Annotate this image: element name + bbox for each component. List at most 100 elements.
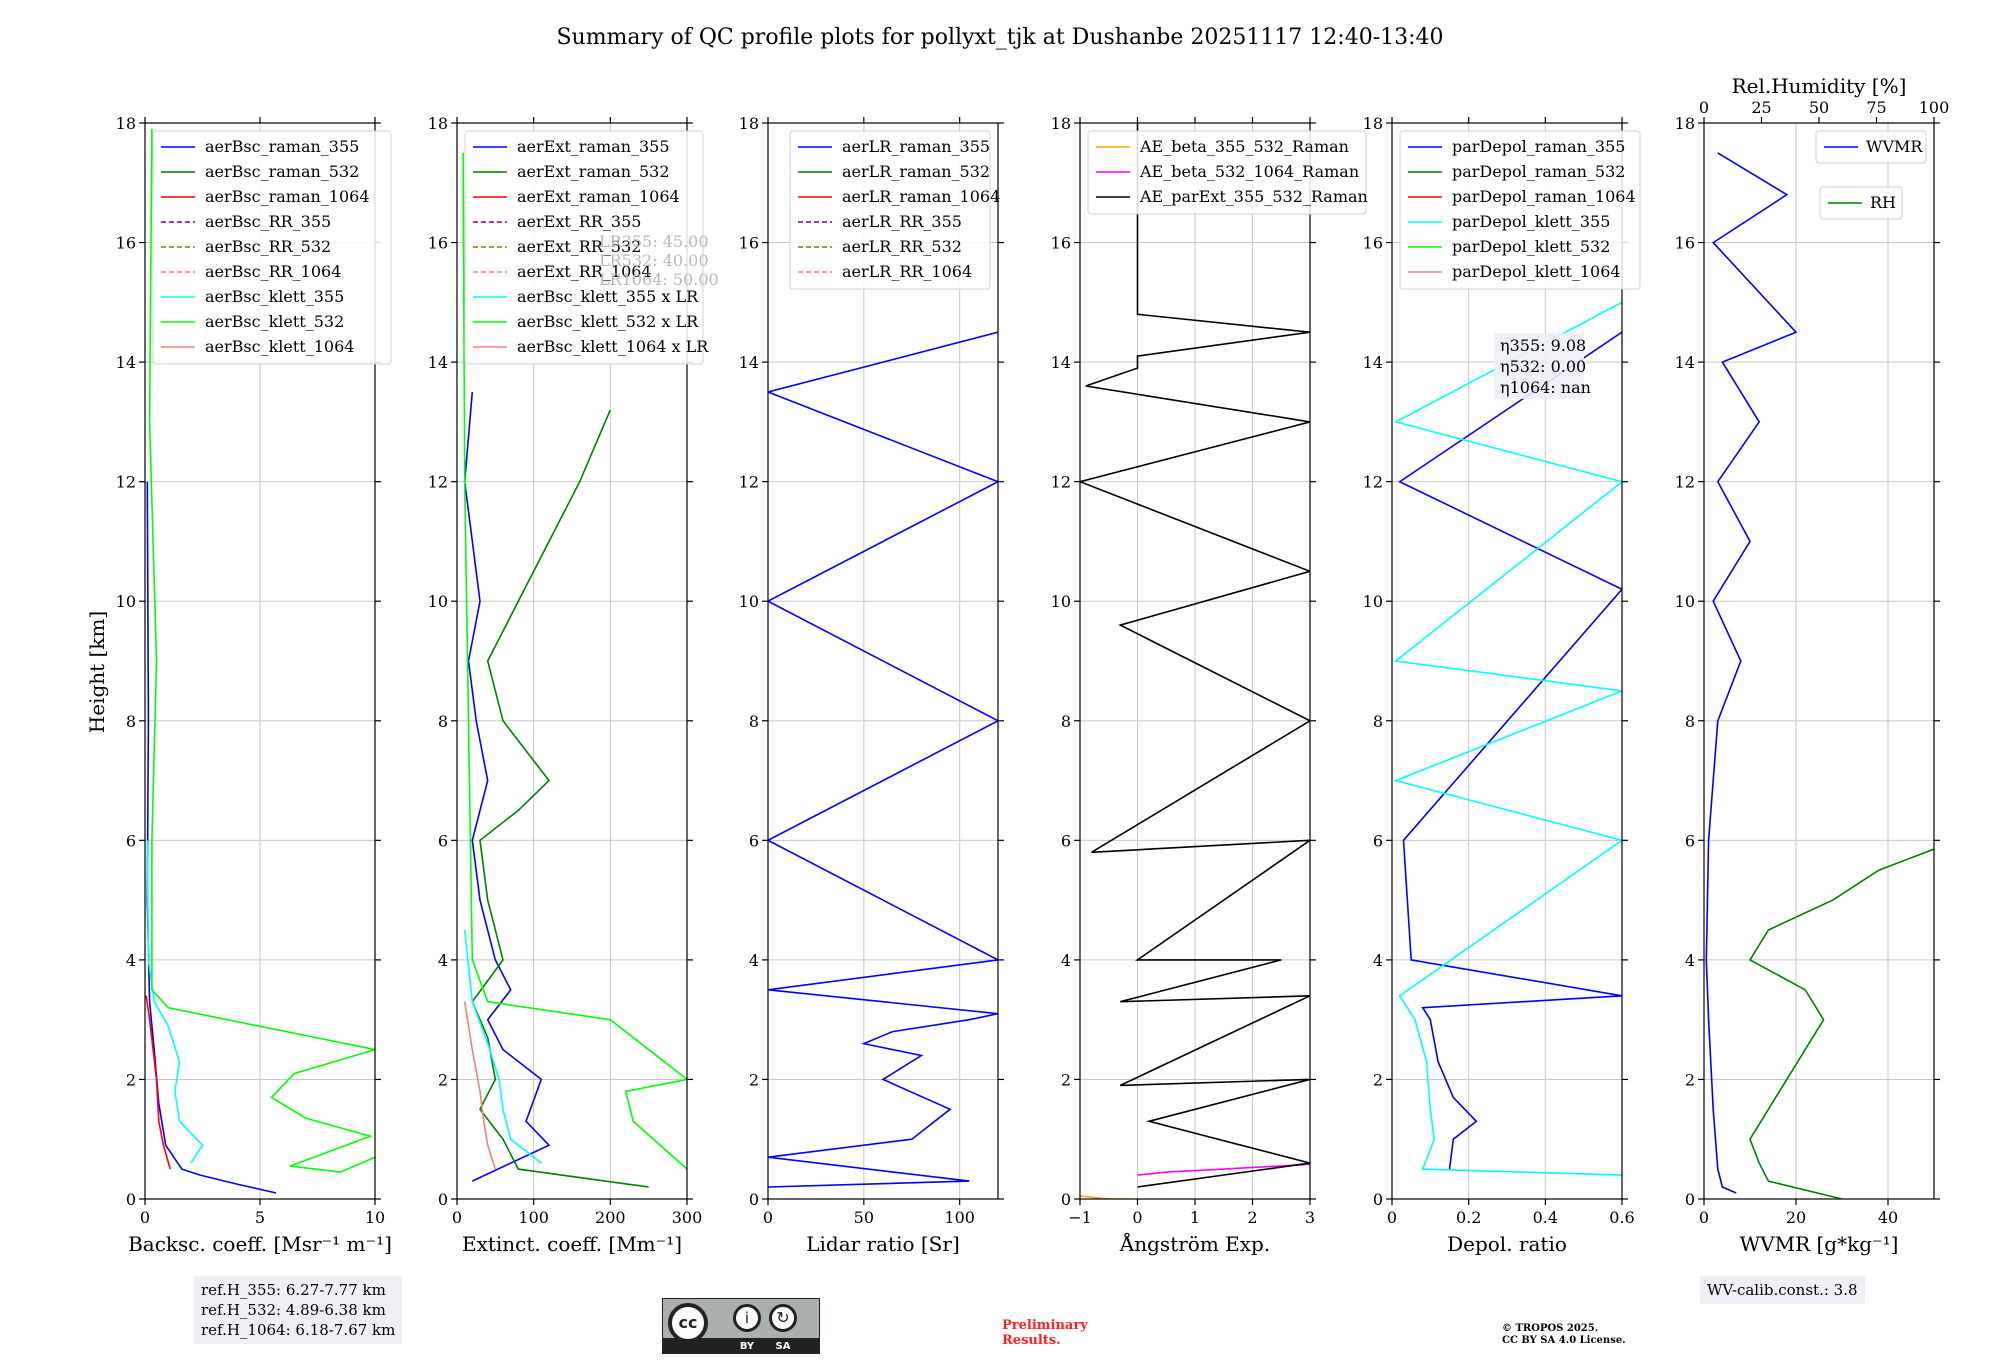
y-tick-label: 8 [126,712,136,731]
y-tick-label: 12 [1363,473,1383,492]
y-tick-label: 14 [116,353,136,372]
y-tick-label: 4 [1373,951,1383,970]
legend-label: aerExt_raman_355 [517,137,670,156]
x-tick-label: 0.6 [1609,1208,1634,1227]
y-tick-label: 2 [126,1070,136,1089]
x-tick-label: 3 [1305,1208,1315,1227]
series-line-AE_beta_532_1064_Raman [1137,1163,1310,1176]
series-line-WVMR [1705,152,1798,1194]
y-tick-label: 2 [438,1070,448,1089]
y-tick-label: 16 [1051,234,1071,253]
y-tick-label: 0 [1373,1190,1383,1209]
y-tick-label: 6 [749,831,759,850]
y-tick-label: 4 [749,951,759,970]
series-line-aerExt_raman_532 [471,409,649,1188]
legend-label: aerBsc_klett_355 [205,287,344,306]
legend-label: aerLR_RR_532 [842,237,962,256]
by-person-icon: i [733,1304,761,1332]
legend-box [1087,130,1367,215]
y-tick-label: 2 [1061,1070,1071,1089]
y-tick-label: 8 [749,712,759,731]
y-tick-label: 14 [739,353,759,372]
legend-label: aerExt_RR_355 [517,212,641,231]
legend-box [152,130,392,365]
series-group [145,128,375,1194]
y-tick-label: 8 [1061,712,1071,731]
preliminary-line-1: Preliminary [1002,1318,1088,1333]
y-tick-label: 0 [749,1190,759,1209]
x-tick-label: 0 [1699,1208,1709,1227]
legend-label: aerBsc_klett_1064 [205,337,354,356]
y-tick-label: 6 [1061,831,1071,850]
series-line-aerBsc_klett_1064 x LR [463,1001,497,1170]
series-line-aerBsc_klett_532 [148,128,375,1173]
plot-frame [1703,122,1935,1200]
lidar-ratio-hint: LR532: 40.00 [599,251,709,270]
x-tick-label: 300 [672,1208,703,1227]
x-tick-label: 100 [518,1208,549,1227]
plot-frame [1391,122,1623,1200]
x-tick-label: 0 [763,1208,773,1227]
series-group [1080,123,1310,1199]
figure-title: Summary of QC profile plots for pollyxt_… [556,25,1443,50]
legend-label: aerBsc_raman_355 [205,137,359,156]
preliminary-note: Preliminary Results. [1002,1318,1088,1348]
legend-label: RH [1870,193,1896,212]
share-alike-icon: ↻ [769,1304,797,1332]
y-tick-label: 14 [1675,353,1695,372]
x-axis-label: Lidar ratio [Sr] [806,1232,960,1256]
eta-annotation-line: η355: 9.08 [1500,336,1586,355]
y-tick-label: 2 [1685,1070,1695,1089]
y-tick-label: 16 [1675,234,1695,253]
x-tick-label: 20 [1786,1208,1806,1227]
sa-label: SA [775,1341,791,1352]
x-tick-label: 0 [452,1208,462,1227]
y-tick-label: 0 [126,1190,136,1209]
y-tick-label: 12 [1051,473,1071,492]
x-axis-label: WVMR [g*kg⁻¹] [1740,1232,1899,1256]
y-tick-label: 2 [749,1070,759,1089]
cc-license-badge: cc i ↻ BY SA [662,1298,820,1354]
series-line-RH [1748,848,1934,1199]
legend-label: aerLR_raman_532 [842,162,990,181]
y-tick-label: 16 [428,234,448,253]
y-tick-label: 4 [438,951,448,970]
plot-frame [456,122,688,1200]
top-axis-label: Rel.Humidity [%] [1732,74,1907,98]
legend-label: aerExt_RR_1064 [517,262,652,281]
y-tick-label: 12 [428,473,448,492]
x-axis-label: Ångström Exp. [1119,1231,1270,1256]
series-line-aerBsc_klett_532 x LR [462,152,687,1170]
top-tick-label: 50 [1809,98,1829,117]
x-tick-label: −1 [1068,1208,1092,1227]
y-tick-label: 10 [428,592,448,611]
y-tick-label: 0 [1061,1190,1071,1209]
x-tick-label: 1 [1190,1208,1200,1227]
y-tick-label: 6 [438,831,448,850]
series-line-parDepol_raman_355 [1398,331,1622,1170]
y-tick-label: 16 [116,234,136,253]
y-tick-label: 0 [1685,1190,1695,1209]
legend-box [464,130,704,365]
series-group [768,331,998,1188]
x-tick-label: 40 [1878,1208,1898,1227]
y-tick-label: 0 [438,1190,448,1209]
y-tick-label: 6 [126,831,136,850]
legend-label: aerBsc_RR_355 [205,212,331,231]
x-tick-label: 5 [255,1208,265,1227]
top-tick-label: 100 [1919,98,1950,117]
legend-label: aerBsc_klett_532 x LR [517,312,699,331]
series-line-aerBsc_raman_1064 [145,995,172,1170]
y-tick-label: 18 [1051,114,1071,133]
series-group [1393,301,1622,1176]
legend-box [789,130,991,290]
x-tick-label: 0 [1132,1208,1142,1227]
y-tick-label: 14 [1051,353,1071,372]
legend-label: parDepol_raman_1064 [1452,187,1636,206]
copyright-line-2: CC BY SA 4.0 License. [1502,1335,1626,1346]
cc-logo-icon: cc [668,1303,708,1343]
y-tick-label: 10 [1675,592,1695,611]
panel-backscatter: 0 5 10 0 2 4 6 8 10 12 14 16 18 Backsc. coeff. [Msr⁻¹… [116,114,392,1256]
legend-label: aerExt_RR_532 [517,237,641,256]
